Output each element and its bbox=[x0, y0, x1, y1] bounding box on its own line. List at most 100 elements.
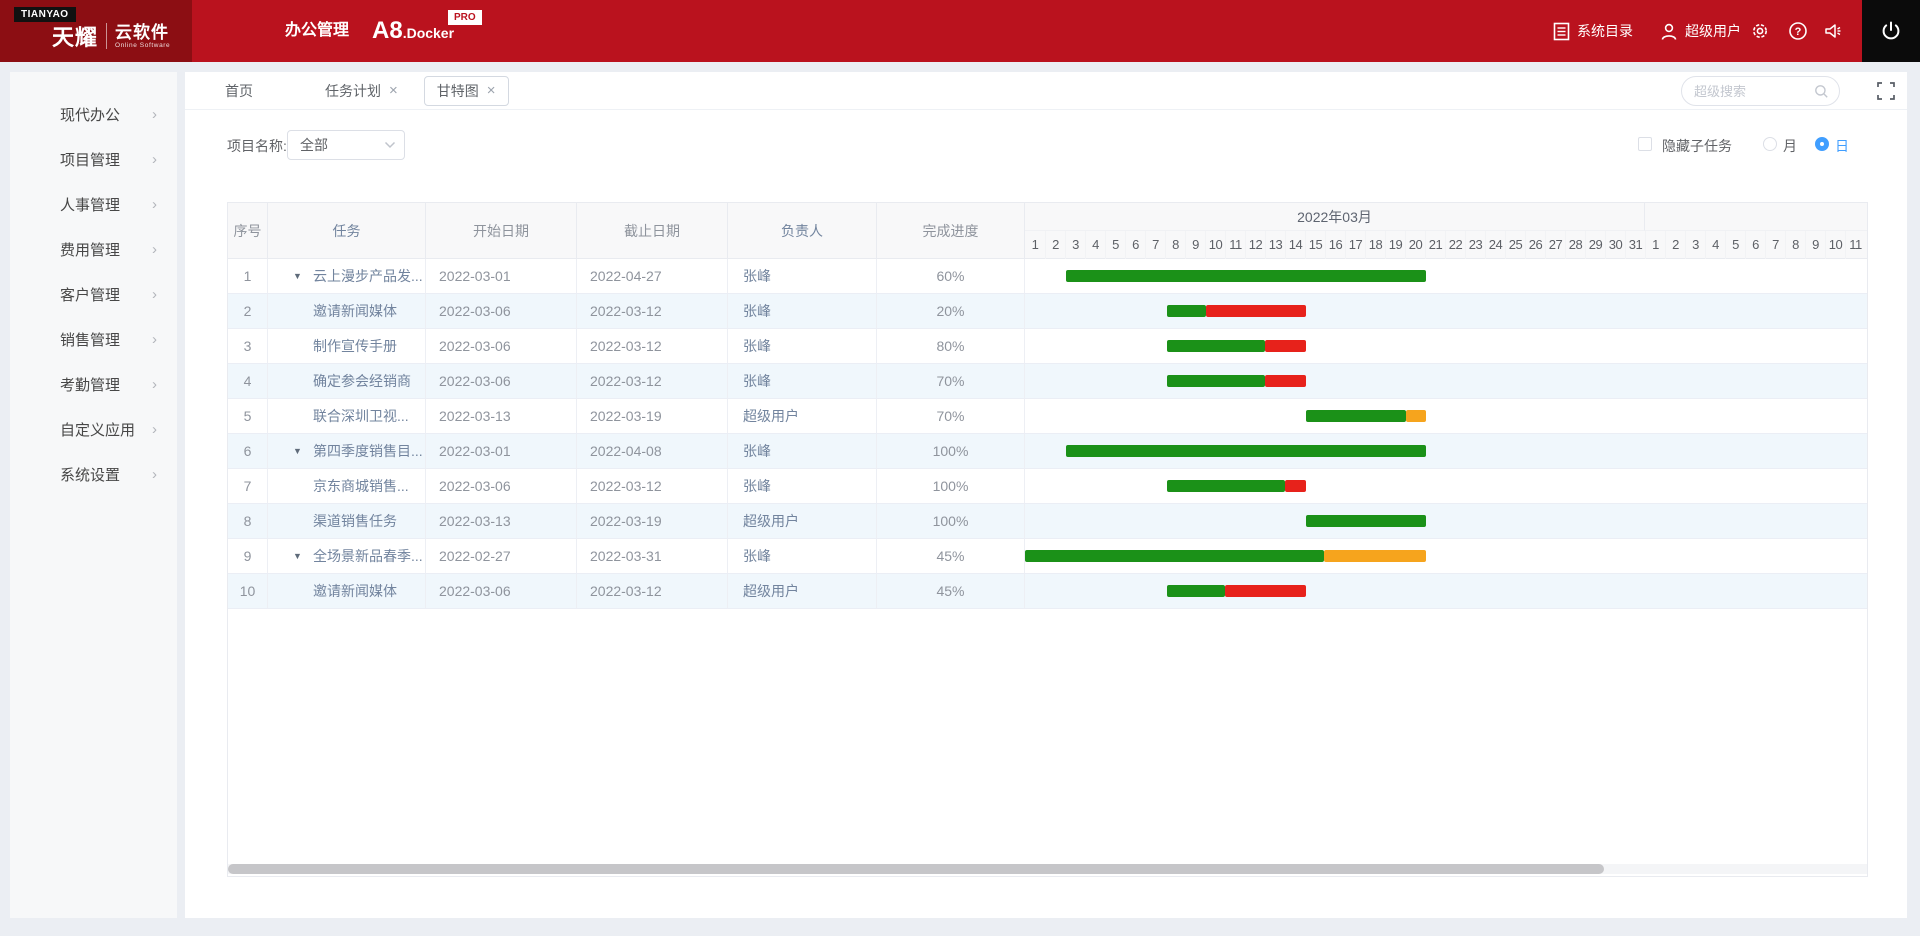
logout-power-button[interactable] bbox=[1862, 0, 1920, 62]
table-row[interactable]: 2 邀请新闻媒体 2022-03-06 2022-03-12 张峰 20% bbox=[228, 294, 1867, 329]
month-radio[interactable] bbox=[1763, 137, 1777, 151]
close-icon[interactable]: × bbox=[486, 82, 496, 99]
gantt-bar-completed[interactable] bbox=[1066, 445, 1426, 457]
gantt-day-label: 11 bbox=[1225, 231, 1245, 259]
gantt-day-label: 21 bbox=[1425, 231, 1445, 259]
cell-owner: 张峰 bbox=[728, 434, 877, 468]
gantt-bar-completed[interactable] bbox=[1306, 515, 1426, 527]
project-select[interactable]: 全部 bbox=[287, 130, 405, 160]
tab-task-plan[interactable]: 任务计划 × bbox=[325, 82, 398, 99]
expand-collapse-icon[interactable]: ▼ bbox=[293, 551, 302, 561]
month-radio-label[interactable]: 月 bbox=[1783, 138, 1797, 154]
gantt-day-label: 6 bbox=[1125, 231, 1145, 259]
cell-seq: 5 bbox=[228, 399, 268, 433]
cell-gantt bbox=[1025, 504, 1867, 538]
gantt-bar-overdue[interactable] bbox=[1285, 480, 1306, 492]
sidebar-item-sales-mgmt[interactable]: 销售管理 › bbox=[10, 317, 177, 362]
gantt-day-label: 25 bbox=[1505, 231, 1525, 259]
table-row[interactable]: 4 确定参会经销商 2022-03-06 2022-03-12 张峰 70% bbox=[228, 364, 1867, 399]
cell-end-date: 2022-03-12 bbox=[577, 469, 728, 503]
announcement-speaker-icon[interactable] bbox=[1823, 21, 1843, 41]
gantt-bar-overdue[interactable] bbox=[1206, 305, 1306, 317]
expand-collapse-icon[interactable]: ▼ bbox=[293, 271, 302, 281]
sidebar-item-modern-office[interactable]: 现代办公 › bbox=[10, 92, 177, 137]
sidebar-item-system-settings[interactable]: 系统设置 › bbox=[10, 452, 177, 497]
cell-progress: 45% bbox=[877, 574, 1025, 608]
system-catalog-button[interactable]: 系统目录 bbox=[1553, 0, 1633, 62]
cell-end-date: 2022-04-08 bbox=[577, 434, 728, 468]
horizontal-scrollbar[interactable] bbox=[228, 864, 1867, 874]
gantt-day-label: 30 bbox=[1605, 231, 1625, 259]
gantt-bar-completed[interactable] bbox=[1306, 410, 1406, 422]
table-row[interactable]: 9 ▼ 全场景新品春季... 2022-02-27 2022-03-31 张峰 45% bbox=[228, 539, 1867, 574]
system-catalog-label: 系统目录 bbox=[1577, 23, 1633, 39]
gantt-bar-completed[interactable] bbox=[1025, 550, 1324, 562]
gantt-bar-remaining[interactable] bbox=[1324, 550, 1426, 562]
cell-progress: 70% bbox=[877, 364, 1025, 398]
fullscreen-icon[interactable] bbox=[1877, 82, 1895, 100]
nav-product[interactable]: A8.Docker bbox=[372, 17, 455, 44]
gantt-day-label: 31 bbox=[1625, 231, 1645, 259]
sidebar-item-hr-mgmt[interactable]: 人事管理 › bbox=[10, 182, 177, 227]
gantt-day-label: 26 bbox=[1525, 231, 1545, 259]
nav-office-management[interactable]: 办公管理 bbox=[285, 22, 350, 39]
gantt-bar-completed[interactable] bbox=[1167, 305, 1206, 317]
tab-gantt[interactable]: 甘特图 × bbox=[423, 75, 509, 106]
cell-start-date: 2022-03-01 bbox=[426, 434, 577, 468]
hide-subtask-checkbox[interactable] bbox=[1638, 137, 1652, 151]
cell-task: 渠道销售任务 bbox=[268, 504, 426, 538]
gantt-bar-completed[interactable] bbox=[1167, 480, 1285, 492]
search-input[interactable] bbox=[1694, 83, 1814, 99]
help-icon[interactable]: ? bbox=[1788, 21, 1808, 41]
sidebar-item-customer-mgmt[interactable]: 客户管理 › bbox=[10, 272, 177, 317]
settings-gear-icon[interactable] bbox=[1750, 21, 1770, 41]
top-header: TIANYAO 天耀 云软件 Online Software 办公管理 A8.D… bbox=[0, 0, 1920, 62]
logo: TIANYAO 天耀 云软件 Online Software bbox=[0, 0, 192, 62]
gantt-bar-completed[interactable] bbox=[1066, 270, 1426, 282]
gantt-bar-completed[interactable] bbox=[1167, 585, 1225, 597]
table-row[interactable]: 1 ▼ 云上漫步产品发... 2022-03-01 2022-04-27 张峰 60% bbox=[228, 259, 1867, 294]
sidebar-item-label: 销售管理 bbox=[60, 332, 121, 349]
gantt-bar-overdue[interactable] bbox=[1265, 340, 1306, 352]
expand-collapse-icon[interactable]: ▼ bbox=[293, 446, 302, 456]
gantt-bar-overdue[interactable] bbox=[1265, 375, 1306, 387]
day-radio[interactable] bbox=[1815, 137, 1829, 151]
gantt-day-label: 2 bbox=[1665, 231, 1685, 259]
user-menu[interactable]: 超级用户 bbox=[1660, 0, 1741, 62]
gantt-bar-completed[interactable] bbox=[1167, 375, 1265, 387]
sidebar-item-attendance-mgmt[interactable]: 考勤管理 › bbox=[10, 362, 177, 407]
gantt-bar-remaining[interactable] bbox=[1406, 410, 1426, 422]
global-search[interactable] bbox=[1681, 76, 1840, 106]
chevron-right-icon: › bbox=[152, 151, 157, 168]
cell-end-date: 2022-03-12 bbox=[577, 329, 728, 363]
table-row[interactable]: 5 联合深圳卫视... 2022-03-13 2022-03-19 超级用户 70% bbox=[228, 399, 1867, 434]
table-row[interactable]: 3 制作宣传手册 2022-03-06 2022-03-12 张峰 80% bbox=[228, 329, 1867, 364]
cell-progress: 80% bbox=[877, 329, 1025, 363]
chevron-right-icon: › bbox=[152, 331, 157, 348]
sidebar-item-expense-mgmt[interactable]: 费用管理 › bbox=[10, 227, 177, 272]
day-radio-label[interactable]: 日 bbox=[1835, 138, 1849, 154]
gantt-day-label: 12 bbox=[1245, 231, 1265, 259]
gantt-bar-overdue[interactable] bbox=[1225, 585, 1306, 597]
table-row[interactable]: 8 渠道销售任务 2022-03-13 2022-03-19 超级用户 100% bbox=[228, 504, 1867, 539]
scrollbar-thumb[interactable] bbox=[228, 864, 1604, 874]
gantt-day-label: 5 bbox=[1105, 231, 1125, 259]
cell-progress: 20% bbox=[877, 294, 1025, 328]
gantt-day-label: 3 bbox=[1685, 231, 1705, 259]
sidebar-item-custom-app[interactable]: 自定义应用 › bbox=[10, 407, 177, 452]
cell-start-date: 2022-03-06 bbox=[426, 574, 577, 608]
table-row[interactable]: 7 京东商城销售... 2022-03-06 2022-03-12 张峰 100% bbox=[228, 469, 1867, 504]
gantt-bar-completed[interactable] bbox=[1167, 340, 1265, 352]
gantt-day-label: 1 bbox=[1645, 231, 1665, 259]
logo-divider bbox=[106, 23, 108, 49]
cell-progress: 100% bbox=[877, 504, 1025, 538]
table-row[interactable]: 6 ▼ 第四季度销售目... 2022-03-01 2022-04-08 张峰 100% bbox=[228, 434, 1867, 469]
cell-end-date: 2022-03-19 bbox=[577, 504, 728, 538]
close-icon[interactable]: × bbox=[389, 82, 398, 99]
tab-home[interactable]: 首页 bbox=[225, 82, 253, 99]
table-row[interactable]: 10 邀请新闻媒体 2022-03-06 2022-03-12 超级用户 45% bbox=[228, 574, 1867, 609]
column-header-start: 开始日期 bbox=[426, 203, 577, 258]
cell-start-date: 2022-03-06 bbox=[426, 294, 577, 328]
chevron-right-icon: › bbox=[152, 196, 157, 213]
sidebar-item-project-mgmt[interactable]: 项目管理 › bbox=[10, 137, 177, 182]
